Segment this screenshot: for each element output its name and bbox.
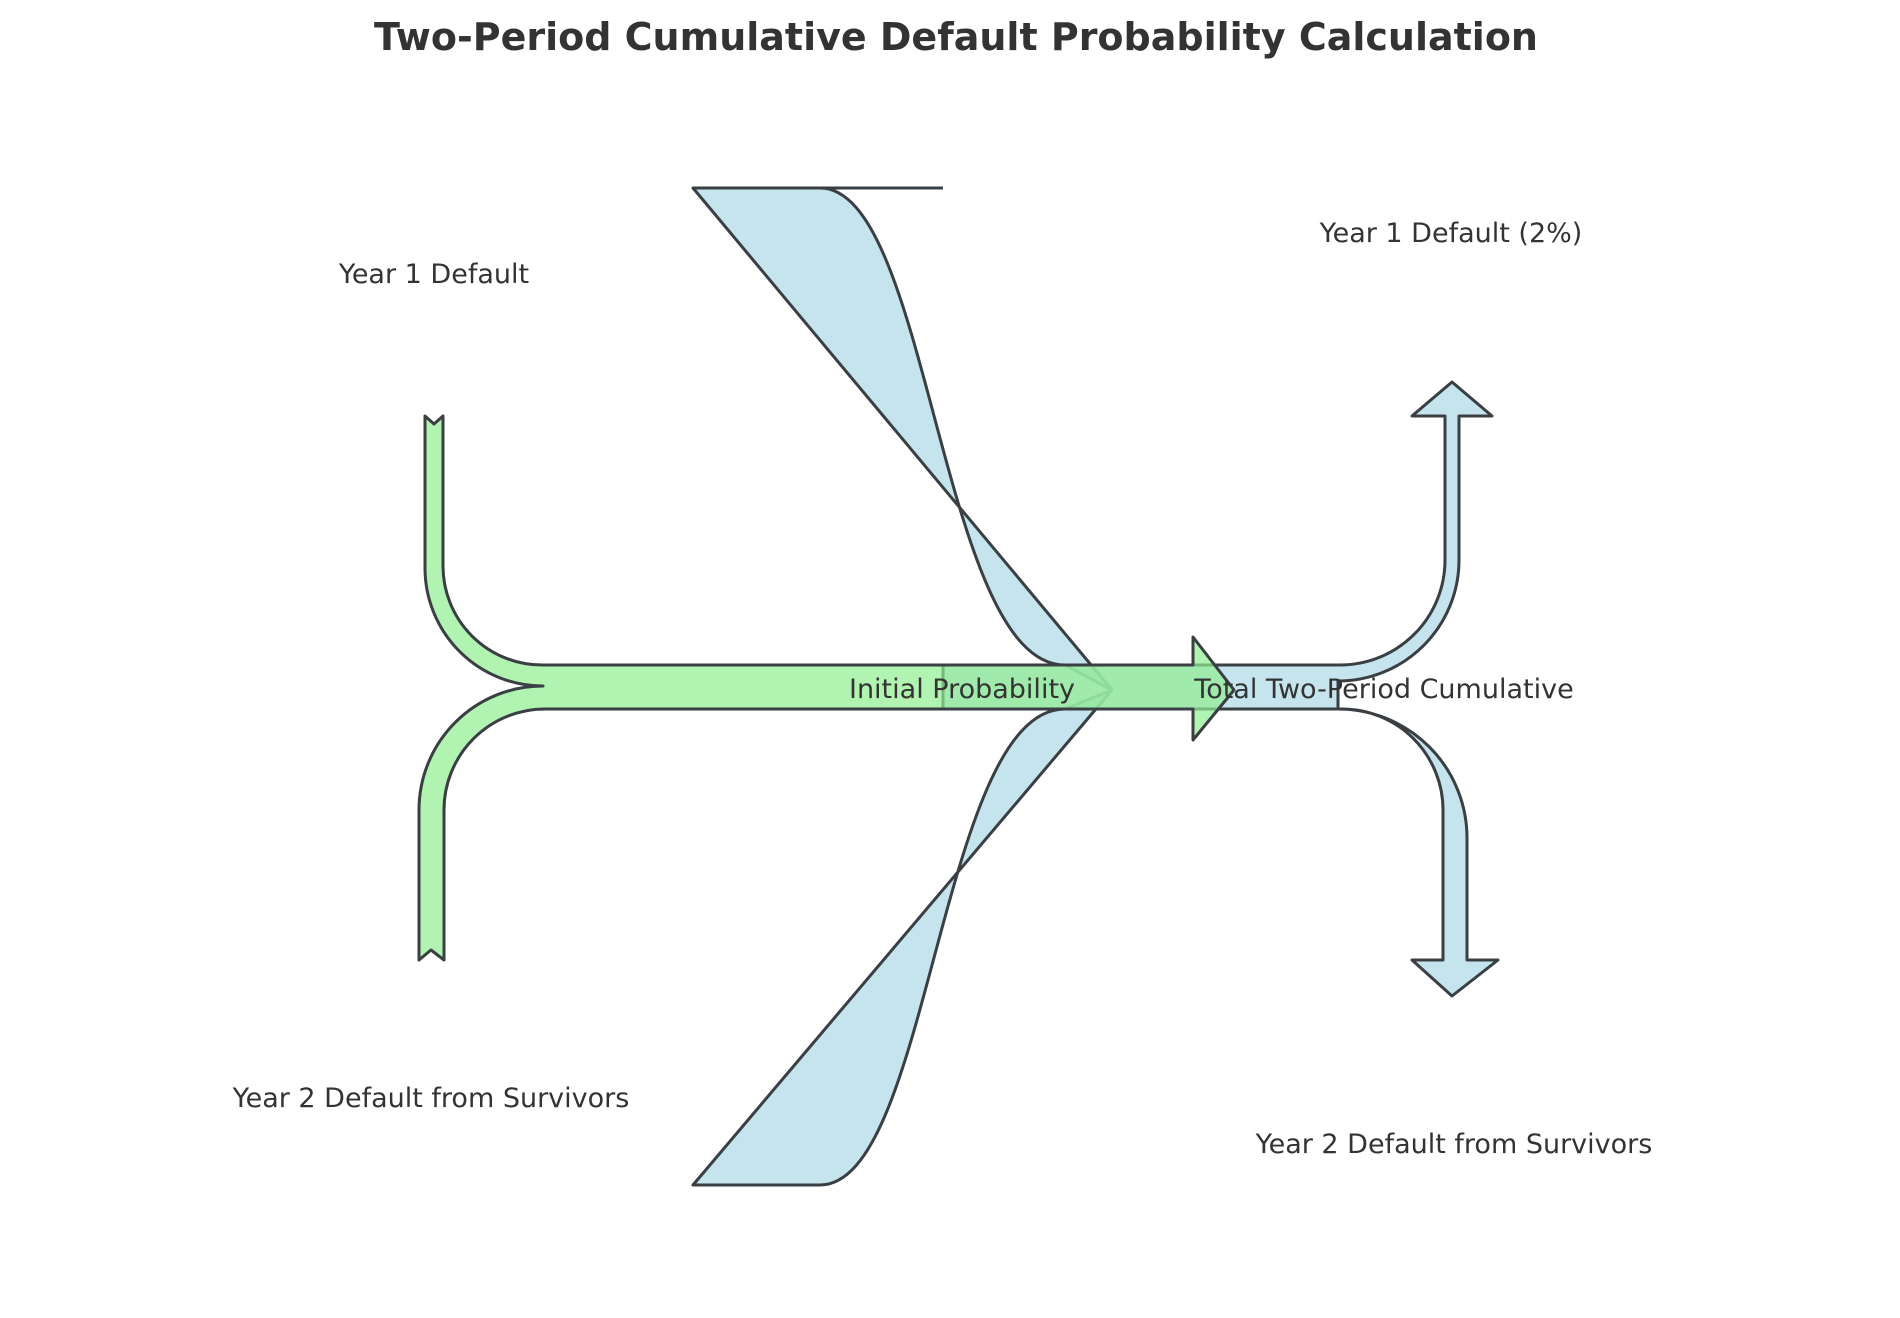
left-merge-flow [417, 414, 1236, 962]
label-year1-default-right: Year 1 Default (2%) [1319, 218, 1583, 249]
upper-blue-band [691, 186, 1114, 692]
label-year1-default-left: Year 1 Default [338, 259, 529, 290]
label-year2-default-right: Year 2 Default from Survivors [1255, 1129, 1653, 1160]
diagram-title: Two-Period Cumulative Default Probabilit… [374, 15, 1538, 59]
label-initial-probability: Initial Probability [849, 674, 1075, 705]
lower-blue-band [691, 688, 1114, 1187]
label-year2-default-left: Year 2 Default from Survivors [232, 1083, 630, 1114]
label-total-two-period: Total Two-Period Cumulative [1193, 674, 1573, 705]
